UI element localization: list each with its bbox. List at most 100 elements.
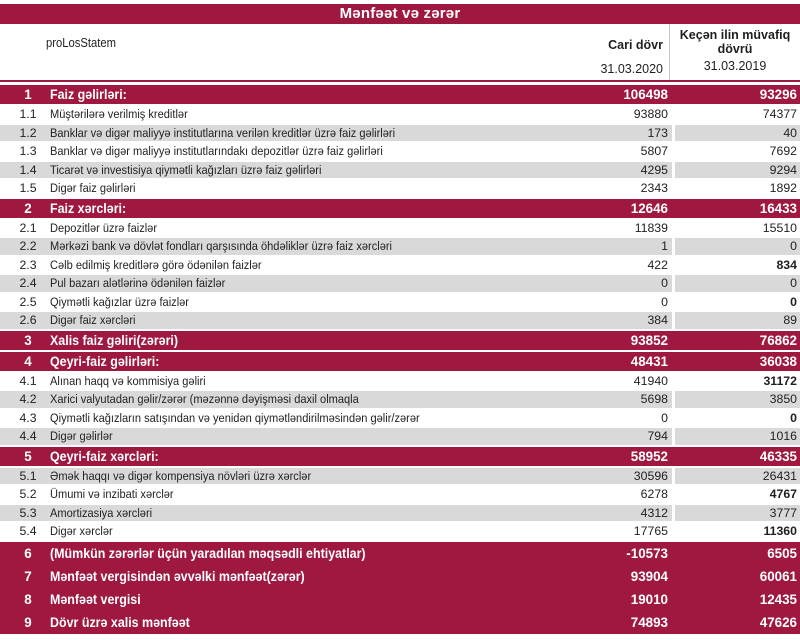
current-period-value-cell: 93880	[633, 107, 668, 121]
previous-period-value-cell: 12435	[759, 591, 797, 607]
previous-period-value-cell: 15510	[672, 219, 800, 236]
statement-name-label: proLosStatem	[46, 36, 117, 50]
row-number-cell: 5.2	[19, 487, 37, 501]
table-row: 5 Qeyri-faiz xərcləri: 58952 46335	[0, 446, 800, 466]
row-label-cell: Müştərilərə verilmiş kreditlər	[50, 107, 188, 121]
previous-period-value-cell: 0	[672, 293, 800, 310]
current-period-value-cell: 17765	[633, 524, 668, 538]
row-label-cell: Cəlb edilmiş kreditlərə görə ödənilən fa…	[50, 257, 262, 272]
previous-period-value-cell: 4767	[672, 486, 800, 503]
current-period-value-cell: 0	[661, 294, 668, 309]
row-number-cell: 1.2	[19, 125, 37, 140]
row-label-cell: Banklar və digər maliyyə institutlarına …	[50, 125, 396, 140]
table-row: 5.2 Ümumi və inzibati xərclər 6278 4767	[0, 486, 800, 503]
current-period-value-cell: 422	[647, 257, 668, 272]
row-label-cell: Digər faiz gəlirləri	[50, 181, 136, 195]
row-number-cell: 2.5	[19, 294, 37, 309]
row-number-cell: 1.3	[19, 144, 37, 158]
current-period-title: Cari dövr	[608, 38, 663, 52]
row-number-cell: 4.4	[19, 429, 37, 443]
previous-period-value-cell: 40	[672, 124, 800, 141]
page-title: Mənfəət və zərər	[0, 4, 800, 24]
row-number-cell: 2.2	[19, 239, 37, 253]
current-period-value-cell: 173	[647, 125, 668, 140]
current-period-value-cell: 6278	[640, 487, 668, 501]
current-period-value-cell: 11839	[634, 220, 668, 235]
current-period-value-cell: 794	[647, 429, 668, 443]
row-number-cell: 4.3	[19, 410, 37, 425]
table-row: 2.3 Cəlb edilmiş kreditlərə görə ödənilə…	[0, 256, 800, 273]
current-period-value-cell: 4312	[640, 505, 668, 520]
row-label-cell: Qeyri-faiz xərcləri:	[50, 448, 159, 464]
table-row: 4.3 Qiymətli kağızların satışından və ye…	[0, 409, 800, 426]
table-row: 1.5 Digər faiz gəlirləri 2343 1892	[0, 180, 800, 197]
row-number-cell: 1.5	[19, 181, 37, 195]
table-row: 7 Mənfəət vergisindən əvvəlki mənfəət(zə…	[0, 565, 800, 588]
row-number-cell: 5.4	[19, 524, 37, 538]
table-row: 1.2 Banklar və digər maliyyə institutlar…	[0, 124, 800, 141]
previous-period-title: Keçən ilin müvafiq dövrü	[679, 28, 791, 56]
row-number-cell: 4.1	[19, 373, 37, 388]
row-number-cell: 2	[24, 200, 32, 216]
current-period-value-cell: 106498	[623, 87, 668, 102]
previous-period-value-cell: 6505	[767, 545, 797, 561]
table-row: 5.3 Amortizasiya xərcləri 4312 3777	[0, 504, 800, 521]
final-summary-block: 6 (Mümkün zərərlər üçün yaradılan məqsəd…	[0, 541, 800, 634]
table-rows: 1 Faiz gəlirləri: 106498 93296 1.1 Müştə…	[0, 85, 800, 540]
previous-period-value-cell: 46335	[759, 448, 797, 464]
previous-period-value-cell: 31172	[672, 372, 800, 389]
row-number-cell: 9	[24, 614, 32, 630]
previous-period-value-cell: 3850	[672, 391, 800, 408]
previous-period-value-cell: 0	[672, 238, 800, 255]
current-period-value-cell: 74893	[630, 614, 668, 630]
current-period-value-cell: 4295	[640, 162, 668, 177]
current-period-value-cell: 5698	[640, 392, 668, 406]
row-label-cell: Əmək haqqı və digər kompensiya növləri ü…	[50, 468, 312, 483]
table-row: 2.2 Mərkəzi bank və dövlət fondları qarş…	[0, 238, 800, 255]
row-number-cell: 1.4	[19, 162, 37, 177]
current-period-value-cell: 384	[647, 313, 668, 327]
row-number-cell: 5.1	[19, 468, 37, 483]
table-row: 2.4 Pul bazarı alətlərinə ödənilən faizl…	[0, 275, 800, 292]
table-row: 8 Mənfəət vergisi 19010 12435	[0, 588, 800, 611]
current-period-value-cell: 19010	[630, 591, 668, 607]
row-number-cell: 1	[24, 87, 32, 102]
row-label-cell: Faiz xərcləri:	[50, 200, 127, 216]
row-number-cell: 2.4	[19, 276, 37, 290]
previous-period-value-cell: 89	[672, 312, 800, 329]
row-label-cell: (Mümkün zərərlər üçün yaradılan məqsədli…	[50, 545, 366, 561]
previous-period-date: 31.03.2019	[703, 59, 767, 73]
previous-period-value-cell: 36038	[759, 353, 797, 369]
row-label-cell: Alınan haqq və kommisiya gəliri	[50, 373, 206, 388]
current-period-value-cell: 0	[661, 410, 668, 425]
previous-period-value-cell: 93296	[759, 87, 797, 102]
table-row: 5.1 Əmək haqqı və digər kompensiya növlə…	[0, 467, 800, 484]
previous-period-value-cell: 16433	[759, 200, 797, 216]
previous-period-value-cell: 74377	[672, 106, 800, 123]
row-label-cell: Mərkəzi bank və dövlət fondları qarşısın…	[50, 239, 393, 253]
table-row: 4.1 Alınan haqq və kommisiya gəliri 4194…	[0, 372, 800, 389]
row-label-cell: Qiymətli kağızların satışından və yenidə…	[50, 410, 420, 425]
row-label-cell: Mənfəət vergisindən əvvəlki mənfəət(zərə…	[50, 568, 305, 584]
row-label-cell: Faiz gəlirləri:	[50, 87, 127, 102]
current-period-value-cell: 93852	[630, 332, 668, 348]
current-period-value-cell: 93904	[630, 568, 668, 584]
row-label-cell: Depozitlər üzrə faizlər	[50, 220, 158, 235]
previous-period-value-cell: 3777	[672, 504, 800, 521]
table-row: 1.1 Müştərilərə verilmiş kreditlər 93880…	[0, 106, 800, 123]
row-label-cell: Xarici valyutadan gəlir/zərər (məzənnə d…	[50, 392, 359, 406]
row-label-cell: Digər xərclər	[50, 524, 113, 538]
row-label-cell: Digər gəlirlər	[50, 429, 113, 443]
previous-period-value-cell: 9294	[672, 161, 800, 178]
current-period-value-cell: -10573	[626, 545, 668, 561]
table-row: 6 (Mümkün zərərlər üçün yaradılan məqsəd…	[0, 542, 800, 565]
row-label-cell: Mənfəət vergisi	[50, 591, 141, 607]
previous-period-value-cell: 0	[672, 409, 800, 426]
row-label-cell: Xalis faiz gəliri(zərəri)	[50, 332, 179, 348]
row-number-cell: 4	[24, 353, 32, 369]
previous-period-value-cell: 834	[672, 256, 800, 273]
row-number-cell: 2.1	[19, 220, 37, 235]
table-row: 4 Qeyri-faiz gəlirləri: 48431 36038	[0, 351, 800, 371]
row-number-cell: 7	[24, 568, 32, 584]
